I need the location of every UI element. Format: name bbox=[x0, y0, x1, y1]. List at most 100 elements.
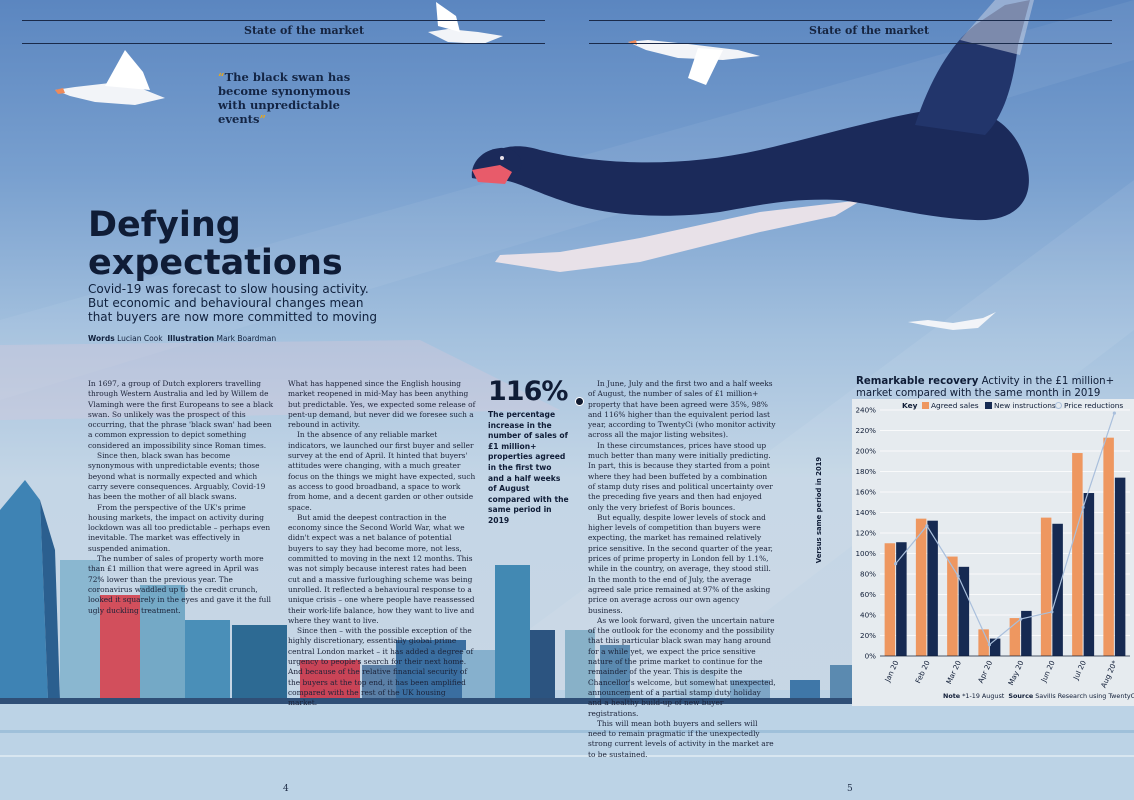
quote-close-mark: ” bbox=[259, 112, 267, 126]
quote-open-mark: “ bbox=[218, 70, 225, 84]
paragraph: In 1697, a group of Dutch explorers trav… bbox=[88, 379, 274, 450]
stat-callout: 116% The percentage increase in the numb… bbox=[488, 377, 570, 527]
paragraph: In June, July and the first two and a ha… bbox=[588, 379, 776, 440]
chart-title-bold: Remarkable recovery bbox=[856, 376, 979, 387]
chart-footnote: Note *1-19 August Source Savills Researc… bbox=[943, 692, 1134, 700]
words-label: Words bbox=[88, 334, 115, 343]
legend-label: Agreed sales bbox=[931, 401, 979, 410]
page-number-left: 4 bbox=[283, 784, 289, 794]
white-swan-top bbox=[428, 2, 503, 44]
source-label: Source bbox=[1008, 692, 1034, 700]
article-title: Defying expectations bbox=[88, 206, 343, 282]
legend-swatch bbox=[922, 402, 929, 409]
y-tick-label: 0% bbox=[865, 652, 877, 661]
paragraph: Since then – with the possible exception… bbox=[288, 626, 474, 708]
x-tick-label: Jan 20 bbox=[882, 659, 900, 684]
y-tick-label: 40% bbox=[860, 611, 876, 620]
bar-agreed-sales bbox=[947, 556, 958, 656]
legend-item-new-instructions: New instructions bbox=[985, 401, 1056, 410]
title-line-1: Defying bbox=[88, 205, 241, 245]
author-name: Lucian Cook bbox=[117, 334, 163, 343]
bar-agreed-sales bbox=[1040, 517, 1052, 656]
line-price-reductions bbox=[895, 412, 1115, 646]
paragraph: As we look forward, given the uncertain … bbox=[588, 615, 776, 718]
body-column-1: In 1697, a group of Dutch explorers trav… bbox=[88, 379, 276, 616]
bar-new-instructions bbox=[958, 566, 970, 656]
point-price-reductions bbox=[956, 574, 960, 578]
bar-agreed-sales bbox=[1072, 453, 1083, 656]
point-price-reductions bbox=[1112, 411, 1116, 415]
paragraph: This will mean both buyers and sellers w… bbox=[588, 718, 774, 759]
bar-agreed-sales bbox=[1009, 618, 1021, 656]
paragraph: The number of sales of property worth mo… bbox=[88, 554, 271, 615]
x-tick-label: Feb 20 bbox=[913, 659, 932, 685]
bar-chart: 0% 20% 40% 60% 80% 100% 120% 140% 160% 180% 200% 22… bbox=[855, 406, 1130, 690]
x-tick-label: Apr 20 bbox=[976, 659, 994, 685]
legend-swatch bbox=[985, 402, 992, 409]
white-swan-small bbox=[908, 312, 996, 330]
section-label-right: State of the market bbox=[809, 24, 930, 37]
body-column-3: In June, July and the first two and a ha… bbox=[588, 379, 776, 760]
title-line-2: expectations bbox=[88, 243, 343, 283]
note-text: *1-19 August bbox=[962, 692, 1005, 700]
city-skyline-illustration bbox=[0, 480, 1134, 800]
y-tick-label: 20% bbox=[860, 631, 876, 640]
chart-title: Remarkable recovery Activity in the £1 m… bbox=[856, 376, 1126, 399]
point-price-reductions bbox=[1019, 617, 1023, 621]
legend-swatch bbox=[1055, 402, 1062, 409]
bar-new-instructions bbox=[1052, 523, 1063, 656]
bar-new-instructions bbox=[1114, 477, 1126, 656]
body-column-2: What has happened since the English hous… bbox=[288, 379, 476, 709]
y-tick-label: 180% bbox=[855, 467, 876, 476]
y-tick-label: 160% bbox=[855, 488, 876, 497]
x-tick-label: Jun 20 bbox=[1039, 659, 1057, 685]
page-header-right: State of the market bbox=[589, 20, 1112, 44]
y-tick-label: 120% bbox=[855, 529, 876, 538]
x-tick-label: Mar 20 bbox=[944, 659, 963, 686]
swan-beak bbox=[472, 165, 512, 184]
paragraph: In the absence of any reliable market in… bbox=[288, 430, 476, 512]
bar-new-instructions bbox=[989, 638, 1001, 656]
y-tick-label: 80% bbox=[860, 570, 876, 579]
y-tick-label: 240% bbox=[855, 406, 876, 415]
x-tick-label: Jul 20 bbox=[1071, 659, 1088, 682]
paragraph: Since then, black swan has become synony… bbox=[88, 451, 266, 502]
source-text: Savills Research using TwentyCi bbox=[1035, 692, 1134, 700]
point-price-reductions bbox=[925, 524, 929, 528]
swan-wing-feathers bbox=[960, 0, 1034, 55]
note-label: Note bbox=[943, 692, 961, 700]
legend-label: Price reductions bbox=[1064, 401, 1124, 410]
bar-new-instructions bbox=[896, 542, 907, 656]
page-header-left: State of the market bbox=[22, 20, 545, 44]
point-price-reductions bbox=[1081, 505, 1085, 509]
bar-new-instructions bbox=[1021, 610, 1032, 656]
standfirst: Covid-19 was forecast to slow housing ac… bbox=[88, 282, 378, 324]
byline: Words Lucian Cook Illustration Mark Boar… bbox=[88, 334, 276, 343]
bar-new-instructions bbox=[927, 520, 938, 656]
chart-title-rest: Activity in the £1 million+ market compa… bbox=[856, 376, 1115, 399]
paragraph: What has happened since the English hous… bbox=[288, 379, 476, 430]
legend-item-price-reductions: Price reductions bbox=[1055, 401, 1123, 410]
x-tick-label: Aug 20* bbox=[1099, 659, 1120, 690]
white-swan-left bbox=[55, 50, 165, 105]
page-number-right: 5 bbox=[847, 784, 853, 794]
paragraph: But amid the deepest contraction in the … bbox=[288, 512, 475, 625]
x-tick-label: May 20 bbox=[1006, 659, 1025, 687]
point-price-reductions bbox=[987, 643, 991, 647]
bar-agreed-sales bbox=[884, 543, 896, 656]
story-start-bullet-icon bbox=[575, 397, 584, 406]
stat-description: The percentage increase in the number of… bbox=[488, 410, 569, 525]
point-price-reductions bbox=[894, 562, 898, 566]
section-label-left: State of the market bbox=[244, 24, 365, 37]
pull-quote-text: The black swan has become synonymous wit… bbox=[218, 70, 351, 126]
illustrator-name: Mark Boardman bbox=[216, 334, 277, 343]
illustration-label: Illustration bbox=[167, 334, 215, 343]
swan-eye bbox=[500, 156, 504, 160]
y-tick-label: 140% bbox=[855, 508, 876, 517]
stat-value: 116% bbox=[488, 376, 568, 407]
bar-new-instructions bbox=[1083, 493, 1095, 656]
paragraph: But equally, despite lower levels of sto… bbox=[588, 512, 773, 615]
paragraph: From the perspective of the UK's prime h… bbox=[88, 502, 271, 553]
